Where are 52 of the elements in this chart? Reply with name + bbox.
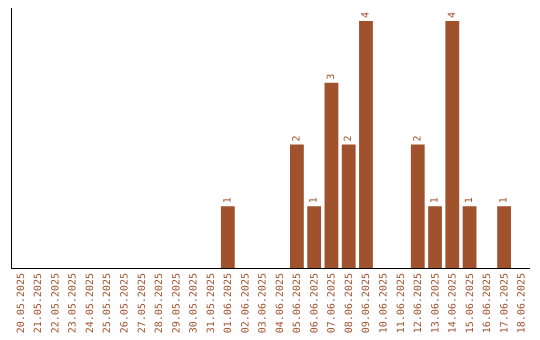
bar xyxy=(462,206,476,268)
bar xyxy=(410,144,425,268)
x-tick-label: 16.06.2025 xyxy=(482,273,494,334)
x-tick-label: 04.06.2025 xyxy=(274,273,286,334)
x-tick-label: 10.06.2025 xyxy=(378,273,390,334)
bar xyxy=(220,206,235,268)
x-tick-label: 17.06.2025 xyxy=(499,273,510,334)
x-tick-label: 21.05.2025 xyxy=(33,273,44,334)
bar xyxy=(307,206,322,268)
bar xyxy=(428,206,442,268)
data-label: 4 xyxy=(446,12,458,18)
bar xyxy=(445,21,460,268)
x-tick-label: 22.05.2025 xyxy=(50,273,62,334)
data-label: 2 xyxy=(291,135,302,142)
x-tick-label: 13.06.2025 xyxy=(430,273,442,334)
bar xyxy=(497,206,512,268)
bar xyxy=(290,144,304,268)
x-tick-label: 24.05.2025 xyxy=(84,273,96,334)
data-label: 3 xyxy=(326,74,337,80)
x-tick-label: 25.05.2025 xyxy=(102,273,114,334)
bar xyxy=(324,82,338,268)
data-label: 1 xyxy=(498,197,510,204)
x-tick-label: 15.06.2025 xyxy=(464,273,476,334)
x-tick-label: 27.05.2025 xyxy=(136,273,148,334)
x-tick-label: 11.06.2025 xyxy=(396,273,407,334)
x-tick-label: 20.05.2025 xyxy=(16,273,27,334)
bar xyxy=(342,144,356,268)
data-label: 2 xyxy=(412,135,424,142)
x-tick-label: 07.06.2025 xyxy=(326,273,338,334)
data-label: 1 xyxy=(222,197,234,204)
x-tick-label: 26.05.2025 xyxy=(119,273,130,334)
x-tick-label: 02.06.2025 xyxy=(240,273,252,334)
x-tick-label: 05.06.2025 xyxy=(292,273,304,334)
data-label: 2 xyxy=(343,135,354,142)
x-tick-label: 18.06.2025 xyxy=(516,273,528,334)
x-tick-label: 01.06.2025 xyxy=(223,273,234,334)
x-tick-label: 03.06.2025 xyxy=(258,273,269,334)
x-tick-label: 30.05.2025 xyxy=(188,273,200,334)
data-label: 1 xyxy=(430,197,441,204)
x-tick-label: 06.06.2025 xyxy=(309,273,320,334)
x-tick-label: 31.05.2025 xyxy=(206,273,217,334)
data-label: 1 xyxy=(464,197,476,204)
x-tick-label: 29.05.2025 xyxy=(171,273,182,334)
x-tick-label: 09.06.2025 xyxy=(361,273,372,334)
x-tick-label: 23.05.2025 xyxy=(68,273,79,334)
data-label: 4 xyxy=(360,12,372,18)
x-tick-label: 14.06.2025 xyxy=(448,273,459,334)
data-label: 1 xyxy=(308,197,320,204)
x-tick-label: 12.06.2025 xyxy=(413,273,424,334)
bar xyxy=(359,21,373,268)
x-tick-label: 28.05.2025 xyxy=(154,273,166,334)
x-tick-label: 08.06.2025 xyxy=(344,273,355,334)
